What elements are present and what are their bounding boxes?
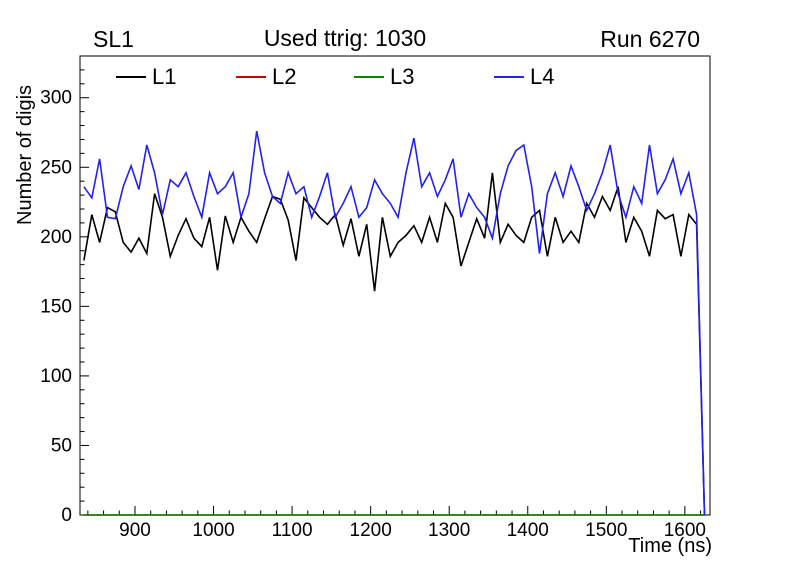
x-tick-label: 1400 xyxy=(507,520,549,541)
run-label: Run 6270 xyxy=(600,26,700,52)
y-tick-label: 250 xyxy=(40,157,72,178)
x-tick-label: 900 xyxy=(119,520,151,541)
y-tick-label: 300 xyxy=(40,88,72,109)
y-tick-label: 200 xyxy=(40,227,72,248)
x-tick-label: 1300 xyxy=(428,520,470,541)
series-line-l4 xyxy=(83,130,706,516)
pad-title-left: SL1 xyxy=(93,26,134,52)
y-tick-label: 150 xyxy=(40,296,72,317)
legend-label-l3: L3 xyxy=(390,64,415,89)
legend-label-l1: L1 xyxy=(152,64,177,89)
legend-label-l2: L2 xyxy=(272,64,297,89)
y-tick-label: 50 xyxy=(51,435,72,456)
legend-entry-l4: L4 xyxy=(494,64,554,90)
x-tick-label: 1100 xyxy=(272,520,313,541)
series-line-l1 xyxy=(83,172,706,516)
legend-label-l4: L4 xyxy=(530,64,555,89)
legend-line-l3-icon xyxy=(354,76,384,78)
y-axis-title: Number of digis xyxy=(14,84,36,226)
legend-line-l4-icon xyxy=(494,76,524,78)
y-tick-label: 0 xyxy=(61,505,72,526)
plot-frame xyxy=(79,55,711,516)
x-tick-label: 1000 xyxy=(192,520,234,541)
x-tick-label: 1200 xyxy=(350,520,392,541)
pad-title-center: Used ttrig: 1030 xyxy=(263,25,427,51)
legend-entry-l1: L1 xyxy=(116,64,176,90)
legend-entry-l3: L3 xyxy=(354,64,414,90)
x-tick-label: 1600 xyxy=(664,520,706,541)
legend-line-l2-icon xyxy=(236,76,266,78)
legend-line-l1-icon xyxy=(116,76,146,78)
x-axis-title: Time (ns) xyxy=(628,535,712,557)
legend-entry-l2: L2 xyxy=(236,64,296,90)
x-tick-label: 1500 xyxy=(585,520,627,541)
y-tick-label: 100 xyxy=(40,366,72,387)
